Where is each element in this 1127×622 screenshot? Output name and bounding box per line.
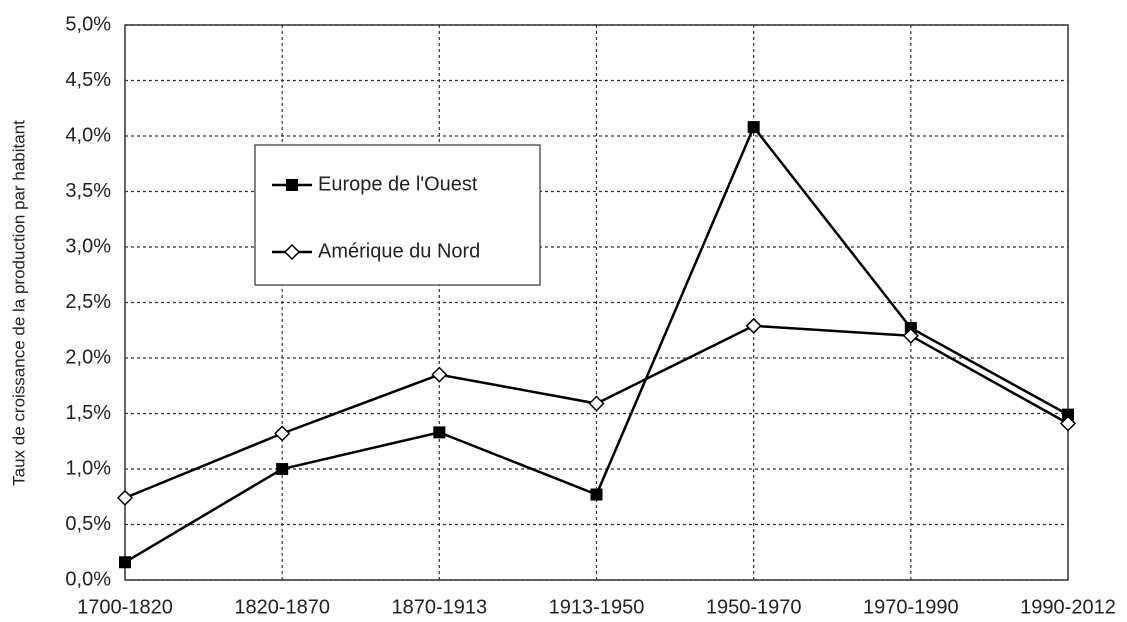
y-tick-label: 5,0%	[65, 13, 111, 35]
y-tick-label: 3,5%	[65, 180, 111, 202]
legend-label: Europe de l'Ouest	[318, 173, 478, 195]
marker	[1062, 408, 1074, 421]
marker	[902, 327, 919, 344]
marker	[431, 366, 448, 383]
y-tick-label: 0,5%	[65, 513, 111, 535]
x-tick-label: 1970-1990	[863, 596, 959, 618]
y-tick-label: 4,0%	[65, 124, 111, 146]
y-tick-label: 2,5%	[65, 291, 111, 313]
x-tick-label: 1950-1970	[706, 596, 802, 618]
marker	[588, 395, 605, 412]
y-tick-label: 1,0%	[65, 457, 111, 479]
marker	[283, 243, 301, 261]
y-tick-label: 4,5%	[65, 69, 111, 91]
y-tick-label: 2,0%	[65, 346, 111, 368]
x-tick-label: 1700-1820	[77, 596, 173, 618]
legend-label: Amérique du Nord	[318, 240, 480, 262]
y-tick-label: 1,5%	[65, 402, 111, 424]
x-tick-label: 1913-1950	[549, 596, 645, 618]
plot-frame	[124, 24, 1069, 581]
marker	[119, 556, 131, 569]
marker	[433, 426, 446, 439]
x-tick-label: 1990-2012	[1020, 596, 1116, 618]
marker	[590, 488, 603, 501]
marker	[286, 179, 298, 191]
y-axis-label: Taux de croissance de la production par …	[9, 120, 28, 486]
marker	[747, 121, 760, 134]
marker	[1059, 415, 1077, 432]
x-tick-label: 1820-1870	[234, 596, 330, 618]
legend-box	[254, 144, 541, 286]
marker	[116, 489, 134, 506]
x-tick-label: 1870-1913	[392, 596, 488, 618]
marker	[276, 463, 289, 475]
y-tick-label: 3,0%	[65, 235, 111, 257]
marker	[745, 317, 762, 334]
y-tick-label: 0,0%	[65, 568, 111, 590]
marker	[274, 425, 291, 442]
